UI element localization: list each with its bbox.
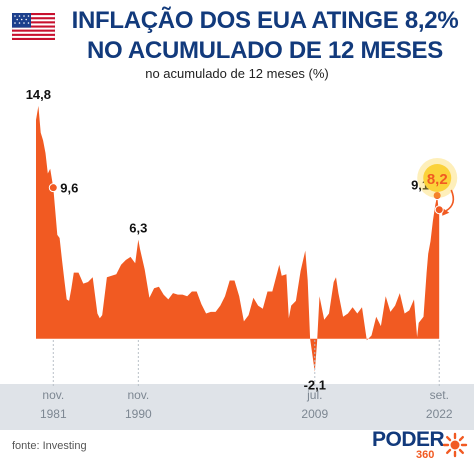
highlight-arrow xyxy=(445,189,455,212)
x-tick-label-3-month: set. xyxy=(430,388,449,402)
highlight-label: 8,2 xyxy=(427,171,448,188)
title-line-1: INFLAÇÃO DOS EUA ATINGE 8,2% xyxy=(71,7,459,34)
logo-number: 360 xyxy=(416,449,435,461)
logo-word: PODER xyxy=(372,428,445,451)
highlight-arrowhead xyxy=(442,207,450,216)
x-tick-label-2-year: 2009 xyxy=(301,407,328,421)
data-label-3: -2,1 xyxy=(304,378,326,393)
us-flag-icon xyxy=(12,13,55,40)
sun-icon xyxy=(442,432,468,458)
data-label-0: 14,8 xyxy=(26,87,51,102)
x-tick-label-2-month: jul. xyxy=(306,388,322,402)
x-tick-label-0-year: 1981 xyxy=(40,407,67,421)
chart-subtitle: no acumulado de 12 meses (%) xyxy=(145,66,329,81)
x-tick-label-1-month: nov. xyxy=(127,388,149,402)
highlight-badge xyxy=(423,164,452,192)
x-tick-label-0-month: nov. xyxy=(42,388,64,402)
poder360-logo: PODER 360 xyxy=(372,428,468,468)
x-tick-label-1-year: 1990 xyxy=(125,407,152,421)
page-title: INFLAÇÃO DOS EUA ATINGE 8,2% NO ACUMULAD… xyxy=(60,6,470,66)
data-point-1 xyxy=(48,183,58,193)
data-label-1: 9,6 xyxy=(60,181,78,196)
highlight-point xyxy=(434,205,444,215)
inflation-area xyxy=(36,105,440,372)
x-tick-label-3-year: 2022 xyxy=(426,407,453,421)
x-axis-band xyxy=(0,384,474,430)
title-line-2: NO ACUMULADO DE 12 MESES xyxy=(87,37,443,64)
data-label-2: 6,3 xyxy=(129,221,147,236)
source-note: fonte: Investing xyxy=(12,440,87,452)
